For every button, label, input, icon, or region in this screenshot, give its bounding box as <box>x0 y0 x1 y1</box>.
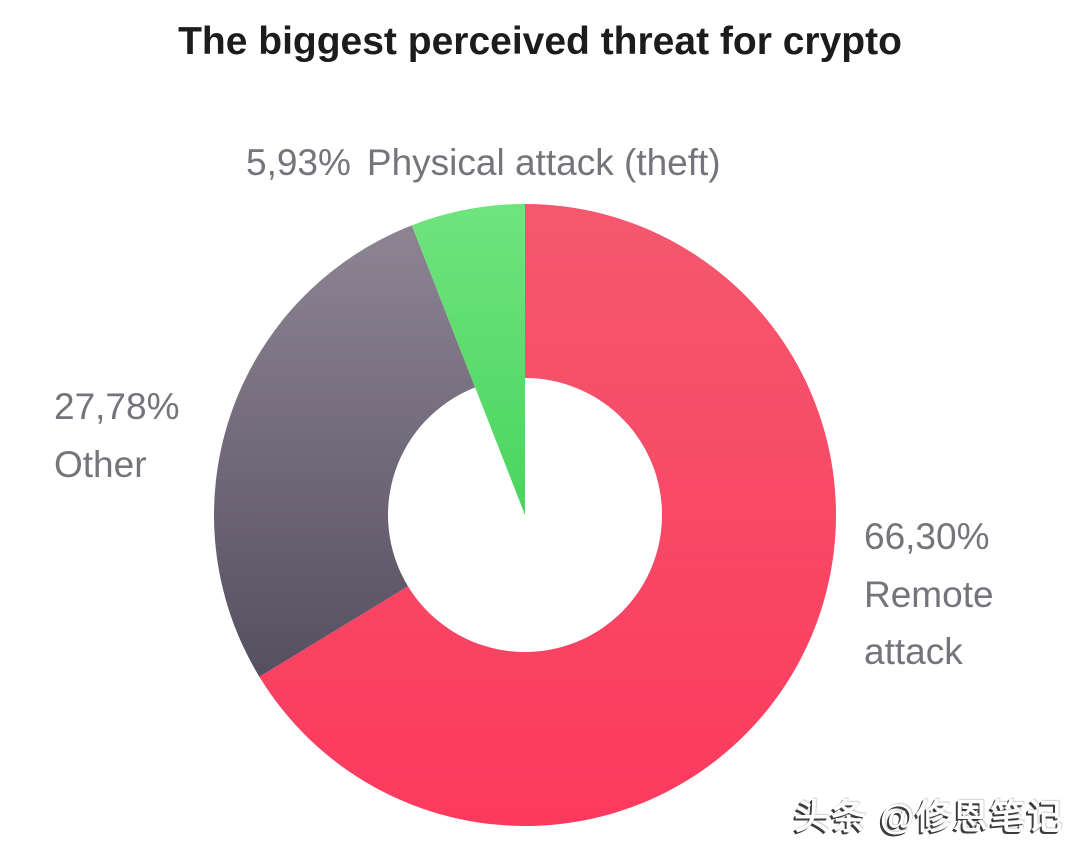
callout-physical-attack: 5,93% Physical attack (theft) <box>246 134 721 192</box>
pie-slice-other <box>214 225 476 677</box>
chart-title: The biggest perceived threat for crypto <box>178 20 902 63</box>
watermark-text: 头条 @修恩笔记 <box>794 798 1064 837</box>
percent-label-physical-attack: 5,93% <box>246 142 351 183</box>
percent-label-other: 27,78% <box>54 386 180 427</box>
pie-slice-remote-attack <box>259 204 837 826</box>
pie-slice-physical-attack-theft <box>411 204 525 515</box>
callout-remote-attack: 66,30% Remote attack <box>864 508 1044 681</box>
slice-label-remote-attack: Remote attack <box>864 573 994 673</box>
callout-other: 27,78% Other <box>54 378 180 493</box>
percent-label-remote-attack: 66,30% <box>864 516 990 557</box>
slice-label-other: Other <box>54 443 147 485</box>
slice-label-physical-attack: Physical attack (theft) <box>366 142 721 183</box>
